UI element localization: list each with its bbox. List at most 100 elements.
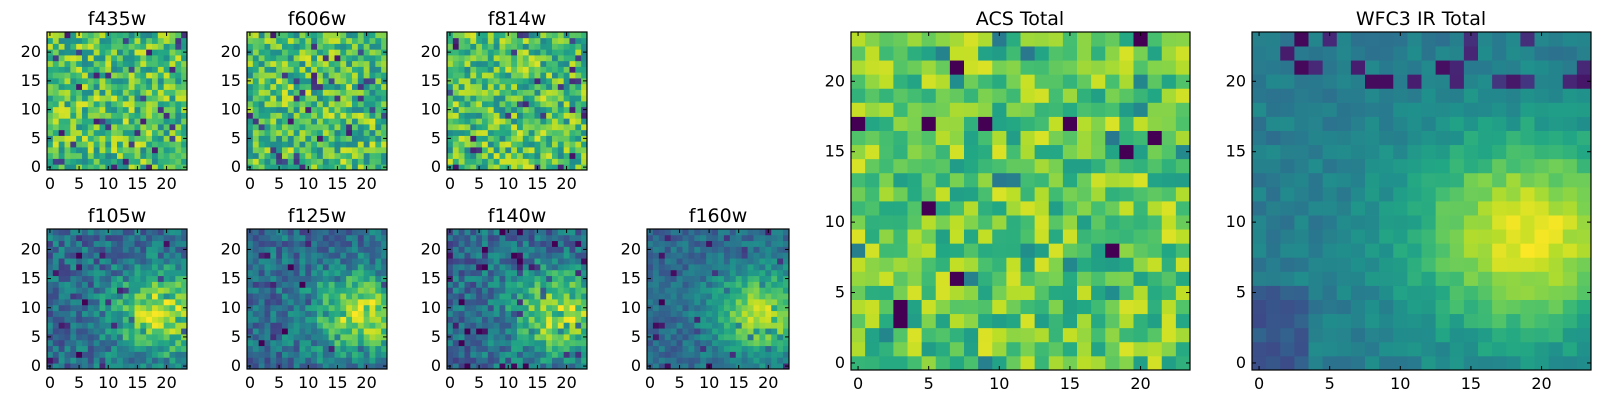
heatmap-cell [528,363,535,370]
heatmap-cell [552,129,559,136]
heatmap-cell [464,351,471,358]
heatmap-cell [546,345,553,352]
heatmap-cell [270,281,277,288]
heatmap-cell [458,304,465,312]
heatmap-cell [575,304,582,312]
heatmap-cell [1119,215,1134,230]
heatmap-cell [493,240,500,247]
heatmap-cell [534,158,541,165]
heatmap-cell [1091,299,1106,315]
heatmap-cell [334,304,341,312]
heatmap-cell [247,240,254,247]
heatmap-cell [865,271,880,286]
heatmap-cell [546,43,553,50]
heatmap-cell [949,327,965,343]
heatmap-cell [452,240,460,247]
heatmap-cell [718,240,725,247]
heatmap-cell [375,158,382,165]
heatmap-cell [111,246,118,253]
heatmap-cell [563,135,570,142]
heatmap-cell [476,147,483,154]
heatmap-cell [511,252,518,259]
x-tick-label: 10 [98,174,118,193]
heatmap-cell [718,316,725,323]
heatmap-cell [522,351,530,358]
heatmap-cell [258,252,265,259]
heatmap-cell [117,78,124,85]
heatmap-cell [723,252,731,259]
heatmap-cell [264,281,271,288]
heatmap-cell [783,322,790,329]
heatmap-cell [452,234,460,242]
heatmap-cell [851,74,866,89]
heatmap-cell [311,83,318,90]
heatmap-cell [181,281,188,288]
heatmap-cell [87,269,95,277]
heatmap-cell [247,152,254,159]
heatmap-cell [493,351,500,358]
heatmap-cell [293,49,300,56]
heatmap-cell [1133,144,1149,160]
heatmap-cell [317,164,324,171]
heatmap-cell [122,101,130,108]
heatmap-cell [247,258,254,265]
heatmap-cell [921,201,937,216]
heatmap-cell [128,246,135,253]
heatmap-cell [741,322,748,329]
heatmap-cell [276,264,283,271]
heatmap-cell [105,72,112,79]
x-tick-label: 15 [327,174,347,193]
heatmap-cell [105,310,112,317]
heatmap-cell [534,310,541,317]
heatmap-cell [352,135,359,142]
heatmap-cell [87,49,95,56]
heatmap-cell [557,351,565,358]
heatmap-cell [328,299,335,306]
heatmap-cell [1034,215,1050,230]
heatmap-cell [482,147,489,154]
heatmap-cell [1091,257,1106,272]
heatmap-cell [134,275,141,282]
heatmap-cell [487,72,495,79]
heatmap-cell [317,345,324,352]
heatmap-cell [528,32,535,39]
heatmap-cell [1020,229,1036,244]
heatmap-cell [99,287,106,294]
heatmap-cell [557,112,565,119]
heatmap-cell [128,299,135,306]
heatmap-cell [117,43,124,50]
heatmap-cell [865,257,880,272]
heatmap-cell [47,287,54,294]
heatmap-cell [282,72,289,79]
heatmap-cell [252,351,260,358]
heatmap-cell [282,152,289,159]
heatmap-cell [458,258,465,265]
heatmap-cell [375,363,382,370]
heatmap-cell [128,334,135,341]
heatmap-cell [964,158,979,174]
heatmap-cell [157,106,165,113]
heatmap-cell [865,201,880,216]
heatmap-cell [546,351,553,358]
heatmap-cell [99,49,106,56]
heatmap-cell [334,293,341,300]
heatmap-cell [264,328,271,335]
heatmap-cell [1492,327,1507,343]
heatmap-cell [1336,341,1352,357]
heatmap-cell [851,201,866,216]
heatmap-cell [718,357,725,364]
heatmap-cell [247,66,254,73]
heatmap-cell [157,152,165,159]
heatmap-cell [264,55,271,62]
heatmap-cell [134,339,141,347]
heatmap-cell [1308,355,1324,371]
heatmap-cell [522,299,530,306]
heatmap-cell [694,252,701,259]
heatmap-cell [47,66,54,73]
heatmap-cell [175,345,182,352]
heatmap-cell [169,43,176,50]
heatmap-cell [1020,215,1036,230]
heatmap-cell [352,328,359,335]
heatmap-cell [517,275,524,282]
heatmap-cell [658,229,666,236]
